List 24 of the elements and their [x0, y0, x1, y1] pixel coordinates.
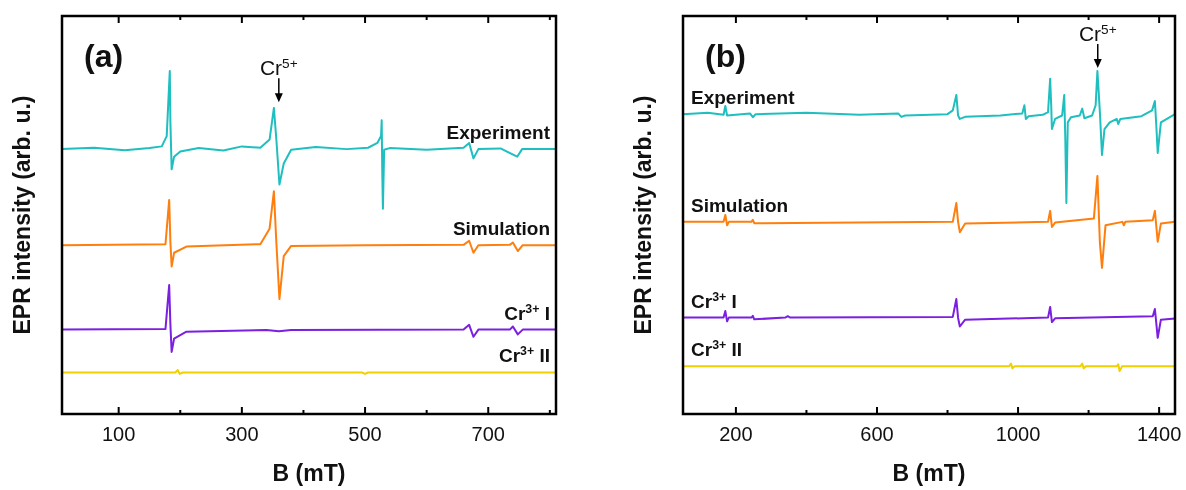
annotation: Cr$^{5+}$ — [1078, 21, 1117, 45]
x-tick-label: 600 — [860, 423, 894, 445]
x-axis-title: B (mT) — [272, 460, 346, 486]
series-label: Cr$^{3+}$ I — [504, 301, 550, 324]
x-tick-label: 500 — [348, 423, 382, 445]
series-label: Cr$^{3+}$ I — [691, 289, 737, 312]
x-tick-label: 1000 — [995, 423, 1041, 445]
x-tick-label: 1400 — [1136, 423, 1182, 445]
series-label: Simulation — [691, 194, 789, 216]
annotation: (b) — [705, 38, 746, 74]
x-tick-label: 300 — [225, 423, 259, 445]
series-label: Experiment — [691, 87, 796, 109]
x-tick-label: 200 — [719, 423, 753, 445]
series-label: Cr$^{3+}$ II — [498, 344, 550, 367]
y-axis-title: EPR intensity (arb. u.) — [630, 95, 656, 335]
x-axis-title: B (mT) — [892, 460, 966, 486]
x-tick-label: 100 — [101, 423, 136, 445]
series-label: Experiment — [446, 122, 551, 144]
x-tick-label: 700 — [471, 423, 505, 445]
series-label: Simulation — [452, 218, 550, 240]
annotation: Cr$^{5+}$ — [259, 55, 298, 80]
annotation: (a) — [84, 38, 124, 74]
y-axis-title: EPR intensity (arb. u.) — [9, 95, 35, 335]
series-label: Cr$^{3+}$ II — [691, 338, 743, 361]
